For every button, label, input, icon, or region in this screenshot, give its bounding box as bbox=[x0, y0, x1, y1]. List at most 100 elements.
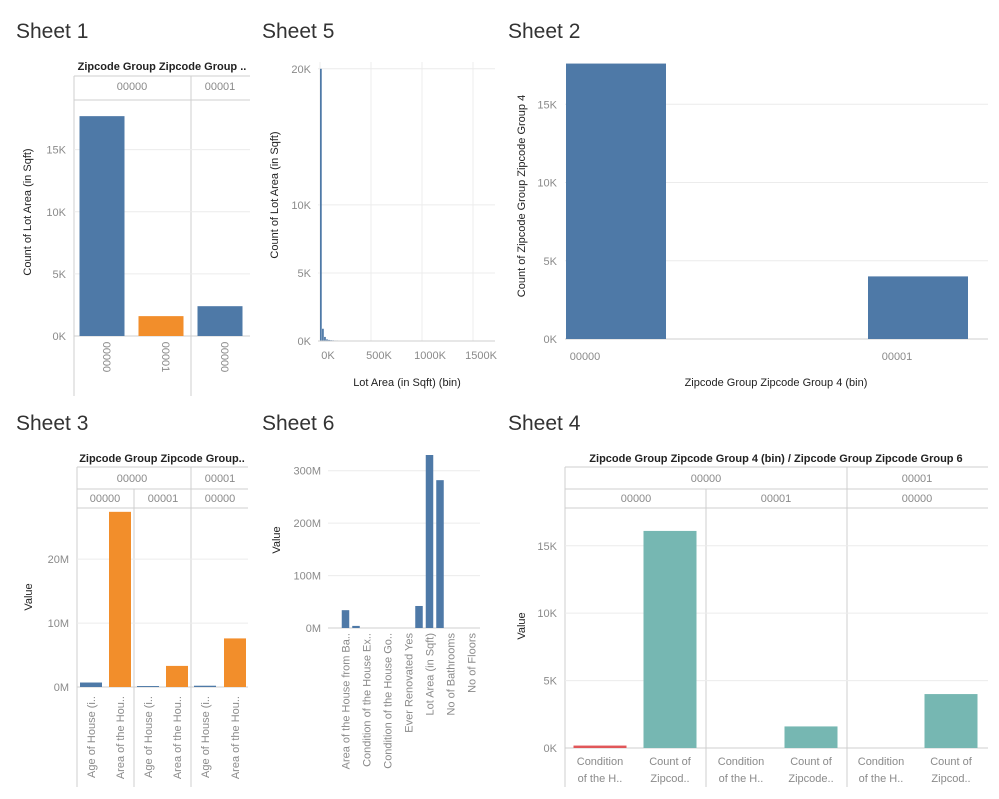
sheet6-bar bbox=[425, 455, 434, 628]
sheet5-bar bbox=[320, 68, 322, 342]
sheet4-ytick-label: 5K bbox=[544, 676, 558, 688]
sheet1-ytick-label: 15K bbox=[46, 145, 66, 157]
sheet2-bar bbox=[566, 63, 666, 339]
sheet3-subheader: 00001 bbox=[148, 493, 179, 505]
sheet1-chart-title: Zipcode Group Zipcode Group .. bbox=[78, 61, 247, 73]
sheet4-x-label: Condition bbox=[577, 756, 623, 768]
sheet4-ytick-label: 0K bbox=[544, 743, 558, 755]
sheet4-bar bbox=[924, 694, 978, 748]
sheet5-y-axis-title: Count of Lot Area (in Sqft) bbox=[269, 131, 281, 258]
sheet4-x-label: Count of bbox=[649, 756, 692, 768]
sheet6-x-label: No of Floors bbox=[467, 633, 479, 693]
sheet3-x-label: Area of the Hou.. bbox=[172, 696, 184, 779]
sheet4-x-label: Zipcod.. bbox=[650, 773, 689, 785]
sheet4-subheader: 00001 bbox=[761, 493, 792, 505]
sheet1-x-label: 00000 bbox=[100, 342, 112, 373]
sheet6-y-axis-title: Value bbox=[271, 526, 283, 553]
sheet6-x-label: Lot Area (in Sqft) bbox=[425, 633, 437, 716]
sheet5-xtick-label: 1500K bbox=[465, 350, 497, 362]
sheet-6-title: Sheet 6 bbox=[262, 412, 335, 435]
sheet5-bar bbox=[324, 336, 326, 341]
sheet6-x-label: Condition of the House Ex.. bbox=[362, 633, 374, 767]
sheet4-ytick-label: 10K bbox=[537, 608, 557, 620]
sheet6-ytick-label: 100M bbox=[293, 571, 321, 583]
sheet4-header: 00000 bbox=[691, 473, 722, 485]
sheet2-bar bbox=[868, 276, 968, 339]
sheet1-ytick-label: 0K bbox=[53, 331, 67, 343]
sheet3-subheader: 00000 bbox=[90, 493, 121, 505]
sheet-5-title: Sheet 5 bbox=[262, 20, 335, 43]
sheet1-ytick-label: 5K bbox=[53, 269, 67, 281]
sheet3-header: 00001 bbox=[205, 473, 236, 485]
sheet2-x-label: 00000 bbox=[570, 351, 601, 363]
sheet2-x-axis-title: Zipcode Group Zipcode Group 4 (bin) bbox=[685, 377, 868, 389]
sheet2-ytick-label: 10K bbox=[537, 178, 557, 190]
sheet2-ytick-label: 5K bbox=[544, 256, 558, 268]
sheet1-y-axis-title: Count of Lot Area (in Sqft) bbox=[22, 148, 34, 275]
sheet3-chart-title: Zipcode Group Zipcode Group.. bbox=[79, 453, 245, 465]
sheet5-ytick-label: 0K bbox=[298, 336, 312, 348]
sheet3-header: 00000 bbox=[117, 473, 148, 485]
sheet1-header: 00000 bbox=[117, 81, 148, 93]
sheet3-bar bbox=[166, 665, 188, 687]
sheet3-ytick-label: 0M bbox=[54, 682, 69, 694]
sheet4-x-label: of the H.. bbox=[719, 773, 764, 785]
sheet2-y-axis-title: Count of Zipcode Group Zipcode Group 4 bbox=[516, 95, 528, 297]
sheet4-bar bbox=[643, 530, 697, 748]
sheet5-bar bbox=[328, 339, 330, 341]
sheet3-y-axis-title: Value bbox=[23, 583, 35, 610]
sheet3-x-label: Area of the Hou.. bbox=[115, 696, 127, 779]
sheet2-ytick-label: 0K bbox=[544, 334, 558, 346]
sheet4-header: 00001 bbox=[902, 473, 933, 485]
sheet5-ytick-label: 20K bbox=[291, 64, 311, 76]
sheet5-ytick-label: 5K bbox=[298, 268, 312, 280]
sheet-3-title: Sheet 3 bbox=[16, 412, 89, 435]
sheet3-bar bbox=[80, 682, 102, 687]
sheet4-x-label: Condition bbox=[858, 756, 904, 768]
sheet4-y-axis-title: Value bbox=[516, 612, 528, 639]
sheet5-xtick-label: 500K bbox=[366, 350, 392, 362]
sheet4-x-label: of the H.. bbox=[859, 773, 904, 785]
sheet5-bar bbox=[322, 328, 324, 341]
sheet4-subheader: 00000 bbox=[621, 493, 652, 505]
sheet3-bar bbox=[224, 638, 246, 687]
sheet5-xtick-label: 1000K bbox=[414, 350, 446, 362]
sheet1-bar bbox=[197, 306, 243, 336]
sheet3-bar bbox=[194, 685, 216, 687]
sheet6-bar bbox=[415, 605, 423, 628]
sheet6-bar bbox=[352, 625, 360, 628]
sheet3-bar bbox=[109, 511, 131, 687]
sheet3-x-label: Age of House (i.. bbox=[86, 696, 98, 778]
sheet2-ytick-label: 15K bbox=[537, 99, 557, 111]
sheet1-ytick-label: 10K bbox=[46, 207, 66, 219]
sheet3-ytick-label: 20M bbox=[48, 554, 69, 566]
sheet4-x-label: of the H.. bbox=[578, 773, 623, 785]
sheet6-x-label: No of Bathrooms bbox=[446, 633, 458, 716]
sheet4-x-label: Count of bbox=[790, 756, 833, 768]
sheet4-chart-title: Zipcode Group Zipcode Group 4 (bin) / Zi… bbox=[589, 453, 962, 465]
sheet3-x-label: Age of House (i.. bbox=[200, 696, 212, 778]
sheet3-bar bbox=[137, 686, 159, 687]
sheet4-bar bbox=[784, 726, 838, 748]
sheet6-bar bbox=[436, 480, 444, 628]
sheet5-x-axis-title: Lot Area (in Sqft) (bin) bbox=[353, 377, 461, 389]
sheet4-x-label: Zipcod.. bbox=[931, 773, 970, 785]
sheet3-subheader: 00000 bbox=[205, 493, 236, 505]
sheet-2-title: Sheet 2 bbox=[508, 20, 581, 43]
sheet3-ytick-label: 10M bbox=[48, 618, 69, 630]
sheet4-ytick-label: 15K bbox=[537, 541, 557, 553]
sheet6-ytick-label: 300M bbox=[293, 466, 321, 478]
sheet-1-title: Sheet 1 bbox=[16, 20, 89, 43]
sheet3-x-label: Area of the Hou.. bbox=[230, 696, 242, 779]
sheet2-x-label: 00001 bbox=[882, 351, 913, 363]
sheet4-x-label: Count of bbox=[930, 756, 973, 768]
sheet3-x-label: Age of House (i.. bbox=[143, 696, 155, 778]
sheet5-ytick-label: 10K bbox=[291, 200, 311, 212]
sheet4-subheader: 00000 bbox=[902, 493, 933, 505]
sheet6-x-label: Ever Renovated Yes bbox=[404, 633, 416, 733]
sheet5-bar bbox=[326, 339, 328, 341]
sheet5-xtick-label: 0K bbox=[321, 350, 335, 362]
sheet6-ytick-label: 200M bbox=[293, 518, 321, 530]
sheet6-x-label: Area of the House from Ba.. bbox=[341, 633, 353, 769]
